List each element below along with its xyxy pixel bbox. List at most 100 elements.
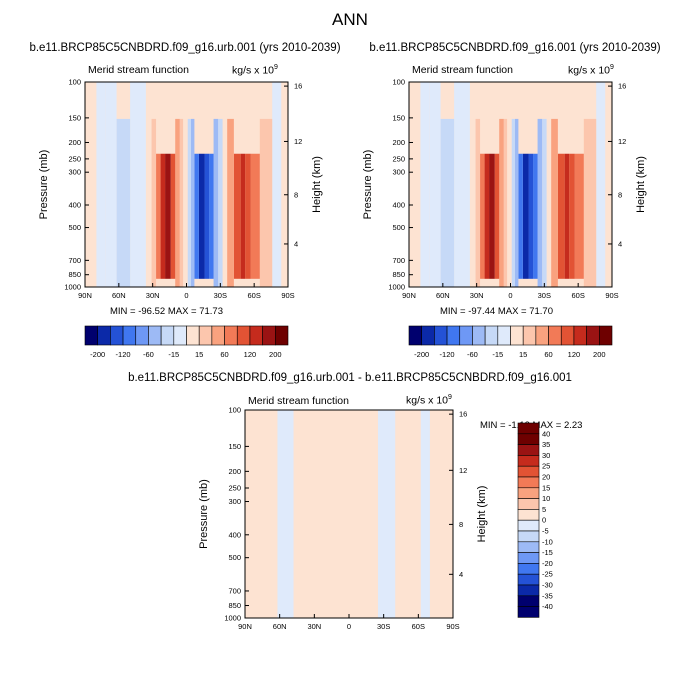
panel2-units: kg/s x 109 (568, 64, 614, 77)
y-tick-label: 200 (68, 138, 81, 147)
contour-cell (233, 153, 241, 279)
colorbar-label: 200 (593, 350, 606, 359)
contour-cell (551, 118, 558, 288)
y-tick-label: 100 (228, 406, 241, 415)
x-tick-label: 90N (78, 291, 92, 300)
colorbar-label: -35 (542, 591, 553, 600)
colorbar-swatch (198, 325, 213, 346)
colorbar-label: 15 (542, 483, 550, 492)
panel1-variable-label: Merid stream function (88, 64, 189, 76)
x-tick-label: 30S (214, 291, 227, 300)
y-tick-label: 500 (68, 223, 81, 232)
panel2-title: b.e11.BRCP85C5CNBDRD.f09_g16.001 (yrs 20… (369, 42, 661, 54)
colorbar-swatch (122, 325, 137, 346)
y-tick-label: 100 (392, 78, 405, 87)
contour-cell (277, 410, 294, 618)
y-tick-label: 700 (228, 586, 241, 595)
contour-cell (245, 410, 278, 618)
colorbar-label: -60 (143, 350, 154, 359)
right-tick-label: 4 (618, 239, 622, 248)
colorbar-swatch (517, 519, 540, 532)
x-tick-label: 90S (446, 622, 459, 631)
x-tick-label: 30S (377, 622, 390, 631)
y-tick-label: 100 (68, 78, 81, 87)
right-axis-label: Height (km) (476, 486, 488, 543)
right-tick-label: 8 (459, 520, 463, 529)
y-tick-label: 400 (228, 530, 241, 539)
colorbar-swatch (517, 444, 540, 456)
y-tick-label: 300 (392, 168, 405, 177)
contour-cell (222, 82, 228, 287)
y-tick-label: 250 (228, 484, 241, 493)
colorbar-swatch (517, 509, 540, 521)
x-tick-label: 30N (470, 291, 484, 300)
contour-cell (489, 153, 495, 279)
colorbar-swatch (517, 455, 540, 467)
y-tick-label: 400 (392, 201, 405, 210)
contour-cell (537, 118, 543, 288)
contour-cell (175, 118, 180, 288)
y-tick-label: 150 (392, 113, 405, 122)
colorbar-label: -20 (542, 559, 553, 568)
colorbar-swatch (211, 325, 225, 346)
panel3-title: b.e11.BRCP85C5CNBDRD.f09_g16.urb.001 - b… (128, 372, 572, 384)
colorbar-swatch (446, 325, 461, 346)
contour-cell (409, 82, 421, 287)
y-tick-label: 500 (392, 223, 405, 232)
colorbar-label: 120 (244, 350, 257, 359)
colorbar-swatch (472, 325, 486, 346)
colorbar-swatch (535, 325, 549, 346)
contour-cell (557, 153, 565, 279)
panel3-plot: 90N 60N 30N 0 30S 60S 90S100150200250300400500… (198, 406, 553, 632)
colorbar-swatch (517, 465, 540, 478)
contour-cell (564, 153, 570, 279)
y-tick-label: 850 (228, 601, 241, 610)
colorbar-swatch (517, 541, 540, 553)
colorbar-swatch (517, 498, 540, 510)
contour-cell (116, 118, 131, 288)
y-tick-label: 1000 (64, 283, 81, 292)
colorbar-swatch (517, 476, 540, 489)
colorbar-swatch (517, 573, 540, 586)
contour-cell (569, 153, 575, 279)
x-tick-label: 90N (238, 622, 252, 631)
contour-cell (325, 410, 378, 618)
right-tick-label: 12 (294, 137, 302, 146)
right-tick-label: 8 (294, 190, 298, 199)
x-tick-label: 60S (247, 291, 260, 300)
colorbar-label: -15 (492, 350, 503, 359)
colorbar-swatch (586, 325, 600, 346)
contour-cell (546, 82, 552, 287)
x-tick-label: 90S (281, 291, 294, 300)
contour-cell (507, 82, 512, 287)
colorbar-label: 5 (542, 505, 546, 514)
contour-cell (218, 118, 223, 288)
contour-cell (429, 410, 444, 618)
contour-cell (420, 82, 430, 287)
y-tick-label: 250 (68, 154, 81, 163)
contour-cell (429, 82, 441, 287)
contour-cell (209, 153, 214, 279)
panel2-min-max: MIN = -97.44 MAX = 71.70 (440, 306, 554, 317)
right-tick-label: 12 (618, 137, 626, 146)
y-tick-label: 150 (228, 442, 241, 451)
contour-cell (518, 153, 523, 279)
colorbar-label: -120 (440, 350, 455, 359)
y-tick-label: 200 (392, 138, 405, 147)
x-tick-label: 60N (436, 291, 450, 300)
colorbar-swatch (186, 325, 200, 346)
colorbar-swatch (110, 325, 124, 346)
contour-cell (96, 82, 106, 287)
colorbar-swatch (517, 487, 540, 499)
contour-cell (281, 82, 288, 287)
y-axis-label: Pressure (mb) (38, 150, 50, 220)
contour-cell (240, 153, 246, 279)
contour-cell (145, 82, 152, 287)
y-tick-label: 300 (68, 168, 81, 177)
x-tick-label: 60S (412, 622, 425, 631)
y-tick-label: 1000 (388, 283, 405, 292)
colorbar-swatch (148, 325, 162, 346)
colorbar-swatch (84, 325, 98, 346)
x-tick-label: 30S (538, 291, 551, 300)
